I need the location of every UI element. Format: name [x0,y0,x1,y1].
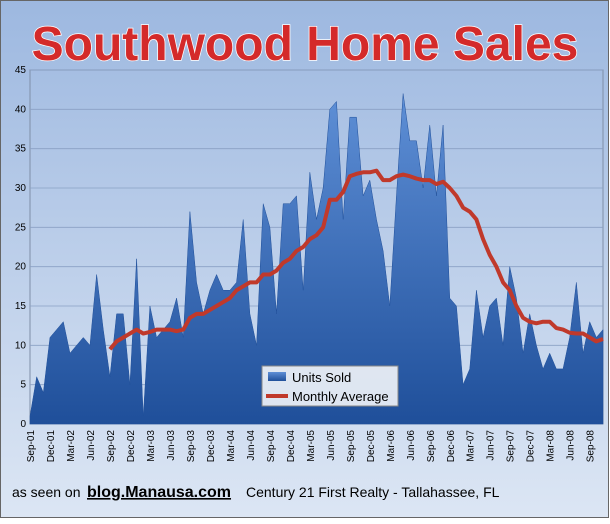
line [108,168,604,351]
x-tick-label: Jun-05 [326,430,337,461]
x-tick-label: Sep-05 [346,430,357,463]
legend-label: Units Sold [292,370,351,385]
footer-site: blog.Manausa.com [87,484,231,501]
y-tick-label: 0 [20,419,26,430]
x-tick-label: Dec-02 [126,430,137,463]
x-tick-label: Mar-02 [66,430,77,462]
footer-prefix: as seen on [12,484,81,500]
x-tick-label: Jun-03 [166,430,177,461]
area [29,93,604,425]
x-tick-label: Mar-08 [546,430,557,462]
y-tick-label: 40 [15,104,27,115]
x-tick-label: Mar-04 [226,430,237,462]
chart-title: Southwood Home Sales [32,18,579,71]
y-tick-label: 45 [15,65,27,76]
x-tick-label: Jun-02 [86,430,97,461]
y-tick-label: 35 [15,144,27,155]
x-tick-label: Sep-06 [426,430,437,463]
x-tick-label: Dec-03 [206,430,217,463]
y-tick-label: 10 [15,340,27,351]
x-tick-label: Dec-04 [286,430,297,463]
y-tick-label: 25 [15,222,27,233]
x-tick-label: Mar-05 [306,430,317,462]
x-tick-label: Dec-05 [366,430,377,463]
footer-company: Century 21 First Realty - Tallahassee, F… [246,484,500,500]
x-tick-label: Sep-08 [586,430,597,463]
x-tick-label: Dec-01 [46,430,57,463]
plot: 0 5 10 15 20 25 30 35 40 45 Sep-01 Dec-01 Mar-02 Jun-… [15,65,604,463]
x-tick-label: Sep-07 [506,430,517,463]
x-tick-label: Sep-02 [106,430,117,463]
x-tick-label: Mar-03 [146,430,157,462]
x-tick-label: Jun-08 [566,430,577,461]
y-tick-label: 20 [15,262,27,273]
x-tick-label: Mar-07 [466,430,477,462]
x-tick-label: Sep-01 [26,430,37,463]
x-tick-label: Dec-06 [446,430,457,463]
x-tick-label: Sep-04 [266,430,277,463]
x-tick-label: Dec-07 [526,430,537,463]
y-tick-label: 30 [15,183,27,194]
y-tick-label: 15 [15,301,27,312]
x-tick-label: Mar-06 [386,430,397,462]
x-tick-label: Sep-03 [186,430,197,463]
x-tick-label: Jun-07 [486,430,497,461]
legend-swatch [268,372,286,381]
x-tick-label: Jun-06 [406,430,417,461]
y-tick-label: 5 [20,380,26,391]
legend-label: Monthly Average [292,389,389,404]
x-tick-label: Jun-04 [246,430,257,461]
